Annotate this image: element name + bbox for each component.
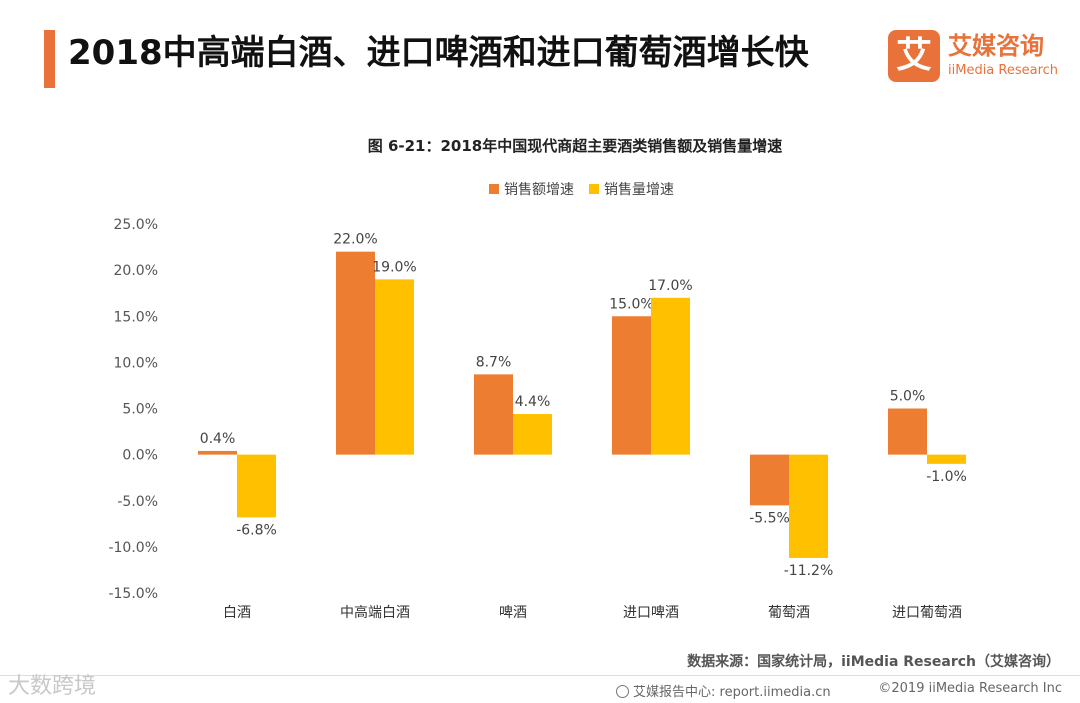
y-tick-label: -10.0% xyxy=(108,540,158,556)
data-label: 19.0% xyxy=(372,259,416,275)
x-axis: 白酒 中高端白酒 啤酒 进口啤酒 葡萄酒 进口葡萄酒 xyxy=(223,604,962,621)
x-tick-label: 中高端白酒 xyxy=(340,604,410,621)
page-title: 2018中高端白酒、进口啤酒和进口葡萄酒增长快 xyxy=(68,33,809,73)
y-tick-label: 25.0% xyxy=(114,217,158,233)
bar-sales-volume xyxy=(789,454,828,558)
bar-sales-volume xyxy=(927,454,966,464)
x-tick-label: 白酒 xyxy=(223,605,251,621)
brand-logo: 艾 艾媒咨询 iiMedia Research xyxy=(888,30,1068,86)
source-note: 数据来源：国家统计局，iiMedia Research（艾媒咨询） xyxy=(687,654,1060,670)
y-tick-label: 15.0% xyxy=(114,309,158,325)
footer-copyright: ©2019 iiMedia Research Inc xyxy=(878,681,1062,696)
bar-sales-value xyxy=(612,316,651,455)
bar-sales-value xyxy=(198,450,237,455)
bar-sales-value xyxy=(336,251,375,455)
bar-sales-volume xyxy=(237,454,276,518)
title-accent-bar xyxy=(44,30,55,88)
chart-legend: 销售额增速 销售量增速 xyxy=(489,182,674,198)
y-tick-label: -15.0% xyxy=(108,586,158,602)
logo-text-en: iiMedia Research xyxy=(948,63,1059,78)
legend-label-2: 销售量增速 xyxy=(604,182,674,198)
globe-icon xyxy=(616,685,629,698)
bar-sales-volume xyxy=(513,414,552,455)
x-tick-label: 进口葡萄酒 xyxy=(892,605,962,621)
data-label: 15.0% xyxy=(609,296,653,312)
bar-sales-value xyxy=(474,374,513,455)
data-label: 17.0% xyxy=(648,278,692,294)
data-label: -11.2% xyxy=(784,563,834,579)
legend-swatch-1 xyxy=(489,184,499,194)
chart-title: 图 6-21：2018年中国现代商超主要酒类销售额及销售量增速 xyxy=(368,137,783,155)
logo-mark-icon: 艾 xyxy=(888,30,940,82)
legend-swatch-2 xyxy=(589,184,599,194)
x-tick-label: 啤酒 xyxy=(499,605,527,621)
data-label: 22.0% xyxy=(333,232,377,248)
y-tick-label: 0.0% xyxy=(122,448,158,464)
data-label: 5.0% xyxy=(890,389,926,405)
legend-label-1: 销售额增速 xyxy=(504,182,574,198)
data-label: -6.8% xyxy=(236,522,277,538)
y-tick-label: 5.0% xyxy=(122,402,158,418)
x-tick-label: 葡萄酒 xyxy=(768,605,810,621)
bar-sales-value xyxy=(888,408,927,455)
data-label: 8.7% xyxy=(476,354,512,370)
y-tick-label: 20.0% xyxy=(114,263,158,279)
bar-sales-value xyxy=(750,454,789,506)
footer-report-link: 艾媒报告中心: report.iimedia.cn xyxy=(616,681,831,700)
y-axis: 25.0% 20.0% 15.0% 10.0% 5.0% 0.0% -5.0% -10.0% -… xyxy=(108,217,158,602)
data-label: 0.4% xyxy=(200,431,236,447)
bars-group: 0.4% -6.8% 22.0% 19.0% 8.7% 4.4% 15.0% 17.0% -5.… xyxy=(198,232,967,579)
bar-sales-volume xyxy=(375,279,414,455)
bar-sales-volume xyxy=(651,297,690,455)
x-tick-label: 进口啤酒 xyxy=(623,605,679,621)
data-label: 4.4% xyxy=(515,394,551,410)
footer-report-text: 艾媒报告中心: report.iimedia.cn xyxy=(633,685,831,700)
footer-divider xyxy=(0,675,1080,676)
data-label: -1.0% xyxy=(926,469,967,485)
y-tick-label: 10.0% xyxy=(114,355,158,371)
data-label: -5.5% xyxy=(749,510,790,526)
logo-text-cn: 艾媒咨询 xyxy=(948,32,1044,60)
y-tick-label: -5.0% xyxy=(117,494,158,510)
watermark-text: 大数跨境 xyxy=(8,674,97,699)
